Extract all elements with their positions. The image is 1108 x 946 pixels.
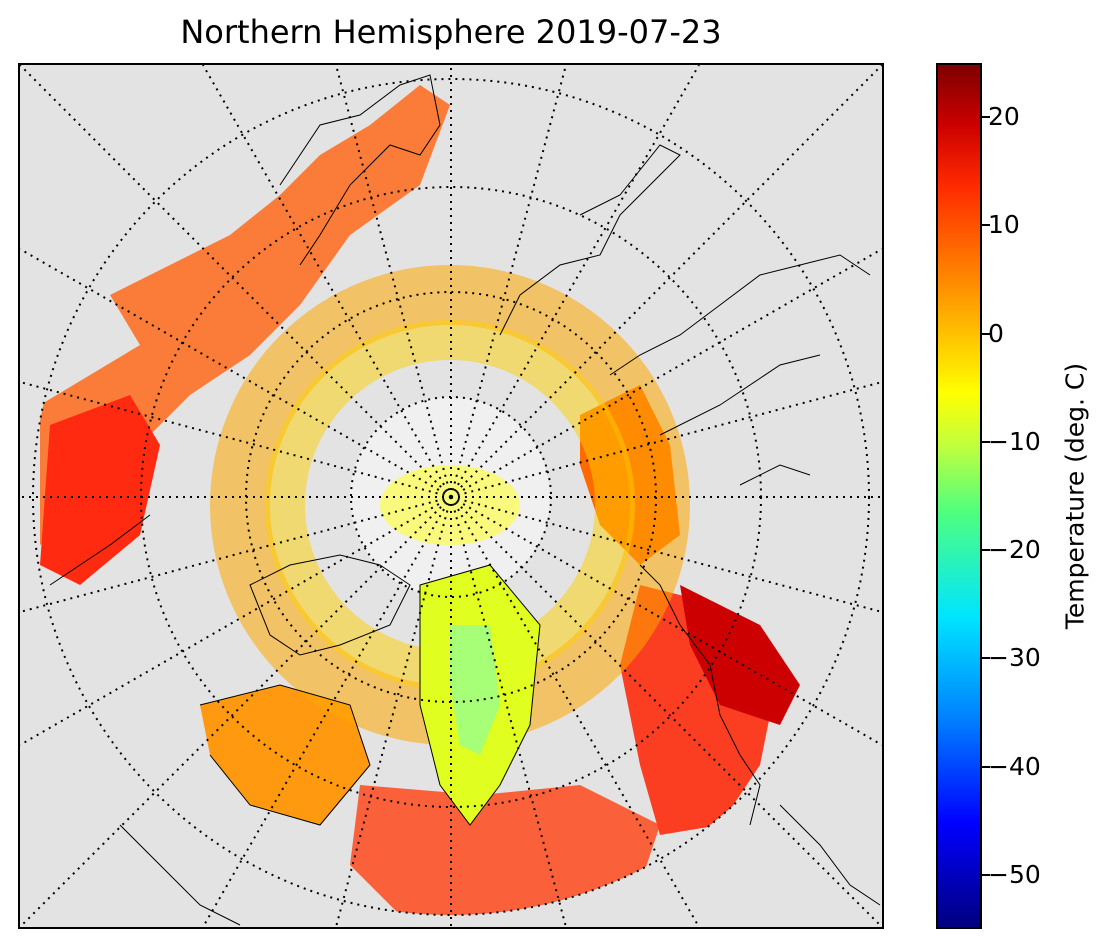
colorbar-tick-label: −30	[988, 643, 1041, 673]
data-region-gulf	[680, 585, 800, 725]
map-panel	[18, 63, 884, 929]
colorbar-tick	[982, 657, 990, 660]
colorbar-tick	[982, 765, 990, 768]
colorbar-tick	[982, 224, 990, 227]
colorbar-tick-label: 20	[988, 102, 1020, 132]
data-region-canada	[200, 685, 370, 825]
data-region-north-atlantic-south	[350, 785, 660, 915]
graticule	[20, 65, 882, 927]
colorbar	[936, 63, 982, 929]
colorbar-tick	[982, 116, 990, 119]
colorbar-tick-label: 0	[988, 318, 1004, 348]
coastlines	[49, 74, 881, 926]
polar-map	[20, 65, 882, 927]
colorbar-tick	[982, 873, 990, 876]
chart-title: Northern Hemisphere 2019-07-23	[180, 13, 722, 51]
colorbar-tick-label: −20	[988, 535, 1041, 565]
colorbar-tick-label: −40	[988, 751, 1041, 781]
colorbar-tick	[982, 549, 990, 552]
colorbar-tick	[982, 332, 990, 335]
colorbar-label: Temperature (deg. C)	[1060, 362, 1090, 630]
colorbar-tick	[982, 440, 990, 443]
colorbar-tick-label: −10	[988, 426, 1041, 456]
colorbar-tick-label: −50	[988, 859, 1041, 889]
data-region-siberia	[40, 395, 160, 585]
colorbar-tick-label: 10	[988, 210, 1020, 240]
